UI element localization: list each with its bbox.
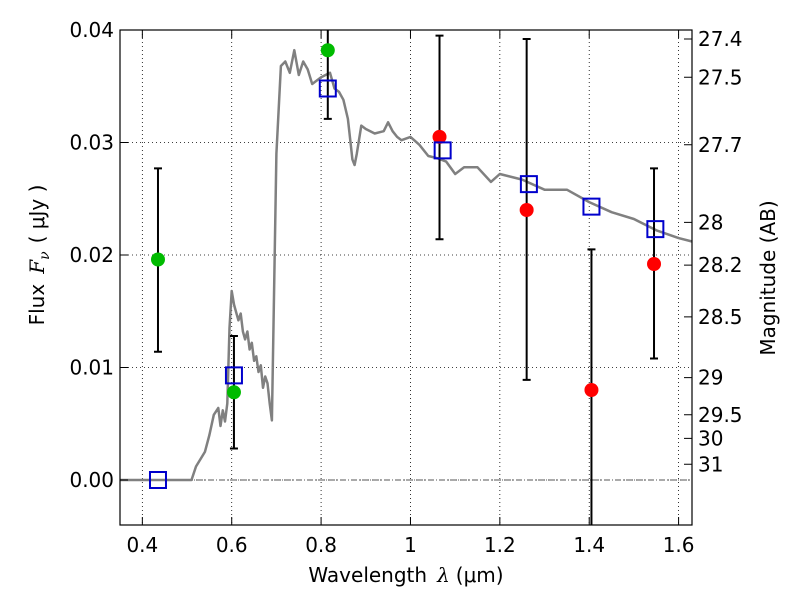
y-axis-label-text: Flux <box>25 284 49 326</box>
green-data-point <box>150 252 165 267</box>
sed-line <box>120 48 693 482</box>
y-tick-label: 0.00 <box>69 468 114 492</box>
red-data-point <box>647 257 662 271</box>
y-right-tick-label: 27.5 <box>698 65 743 89</box>
x-axis-label-unit: (μm) <box>456 563 504 587</box>
model-sed-series <box>120 48 693 482</box>
y-tick-label: 0.04 <box>69 18 114 42</box>
y-tick-label: 0.02 <box>69 243 114 267</box>
plot-frame <box>119 29 693 526</box>
x-axis-label: Wavelength λ (μm) <box>308 563 503 587</box>
x-tick-label: 0.4 <box>126 533 158 557</box>
red-data-point <box>432 129 447 144</box>
y-right-tick-label: 27.4 <box>698 27 743 51</box>
x-tick-label: 1.4 <box>573 533 605 557</box>
y-right-tick-label: 30 <box>698 426 723 450</box>
y-right-tick-label: 27.7 <box>698 133 743 157</box>
x-axis-label-symbol: λ <box>436 563 450 587</box>
y-axis-label-subscript: ν <box>37 251 53 260</box>
y-right-axis-label: Magnitude (AB) <box>756 200 780 355</box>
y-axis-label-unit: ( μJy ) <box>25 185 49 244</box>
model-band-square <box>318 79 337 98</box>
x-tick-label: 1.2 <box>484 533 516 557</box>
green-data-point <box>320 43 335 58</box>
y-right-tick-label: 28 <box>698 210 723 234</box>
y-axis-label-symbol: F <box>25 259 49 275</box>
x-axis-label-text: Wavelength <box>308 563 427 587</box>
axis-ticks: 0.4 0.6 0.8 1 1.2 1.4 1.6 0.00 0.01 0.02 0.03 0.04 2… <box>69 18 742 557</box>
error-bars <box>153 30 659 525</box>
data-markers <box>148 43 665 489</box>
red-data-point <box>519 203 534 217</box>
y-tick-label: 0.03 <box>69 131 114 155</box>
x-tick-label: 0.8 <box>305 533 337 557</box>
model-band-square <box>646 220 665 239</box>
model-band-square <box>224 366 243 385</box>
y-tick-label: 0.01 <box>69 356 114 380</box>
x-tick-label: 1 <box>404 533 417 557</box>
model-band-square <box>519 175 538 194</box>
green-data-point <box>226 385 241 400</box>
y-right-tick-label: 29.5 <box>698 403 743 427</box>
model-band-square <box>148 471 167 489</box>
y-right-tick-label: 28.2 <box>698 253 743 277</box>
x-tick-label: 0.6 <box>216 533 248 557</box>
y-right-tick-label: 29 <box>698 366 723 390</box>
model-band-square <box>582 197 601 216</box>
red-data-point <box>584 383 599 397</box>
y-axis-label: Flux Fν ( μJy ) <box>25 185 53 326</box>
x-tick-label: 1.6 <box>663 533 695 557</box>
model-band-square <box>433 141 452 160</box>
y-right-tick-label: 28.5 <box>698 305 743 329</box>
y-right-tick-label: 31 <box>698 452 723 476</box>
